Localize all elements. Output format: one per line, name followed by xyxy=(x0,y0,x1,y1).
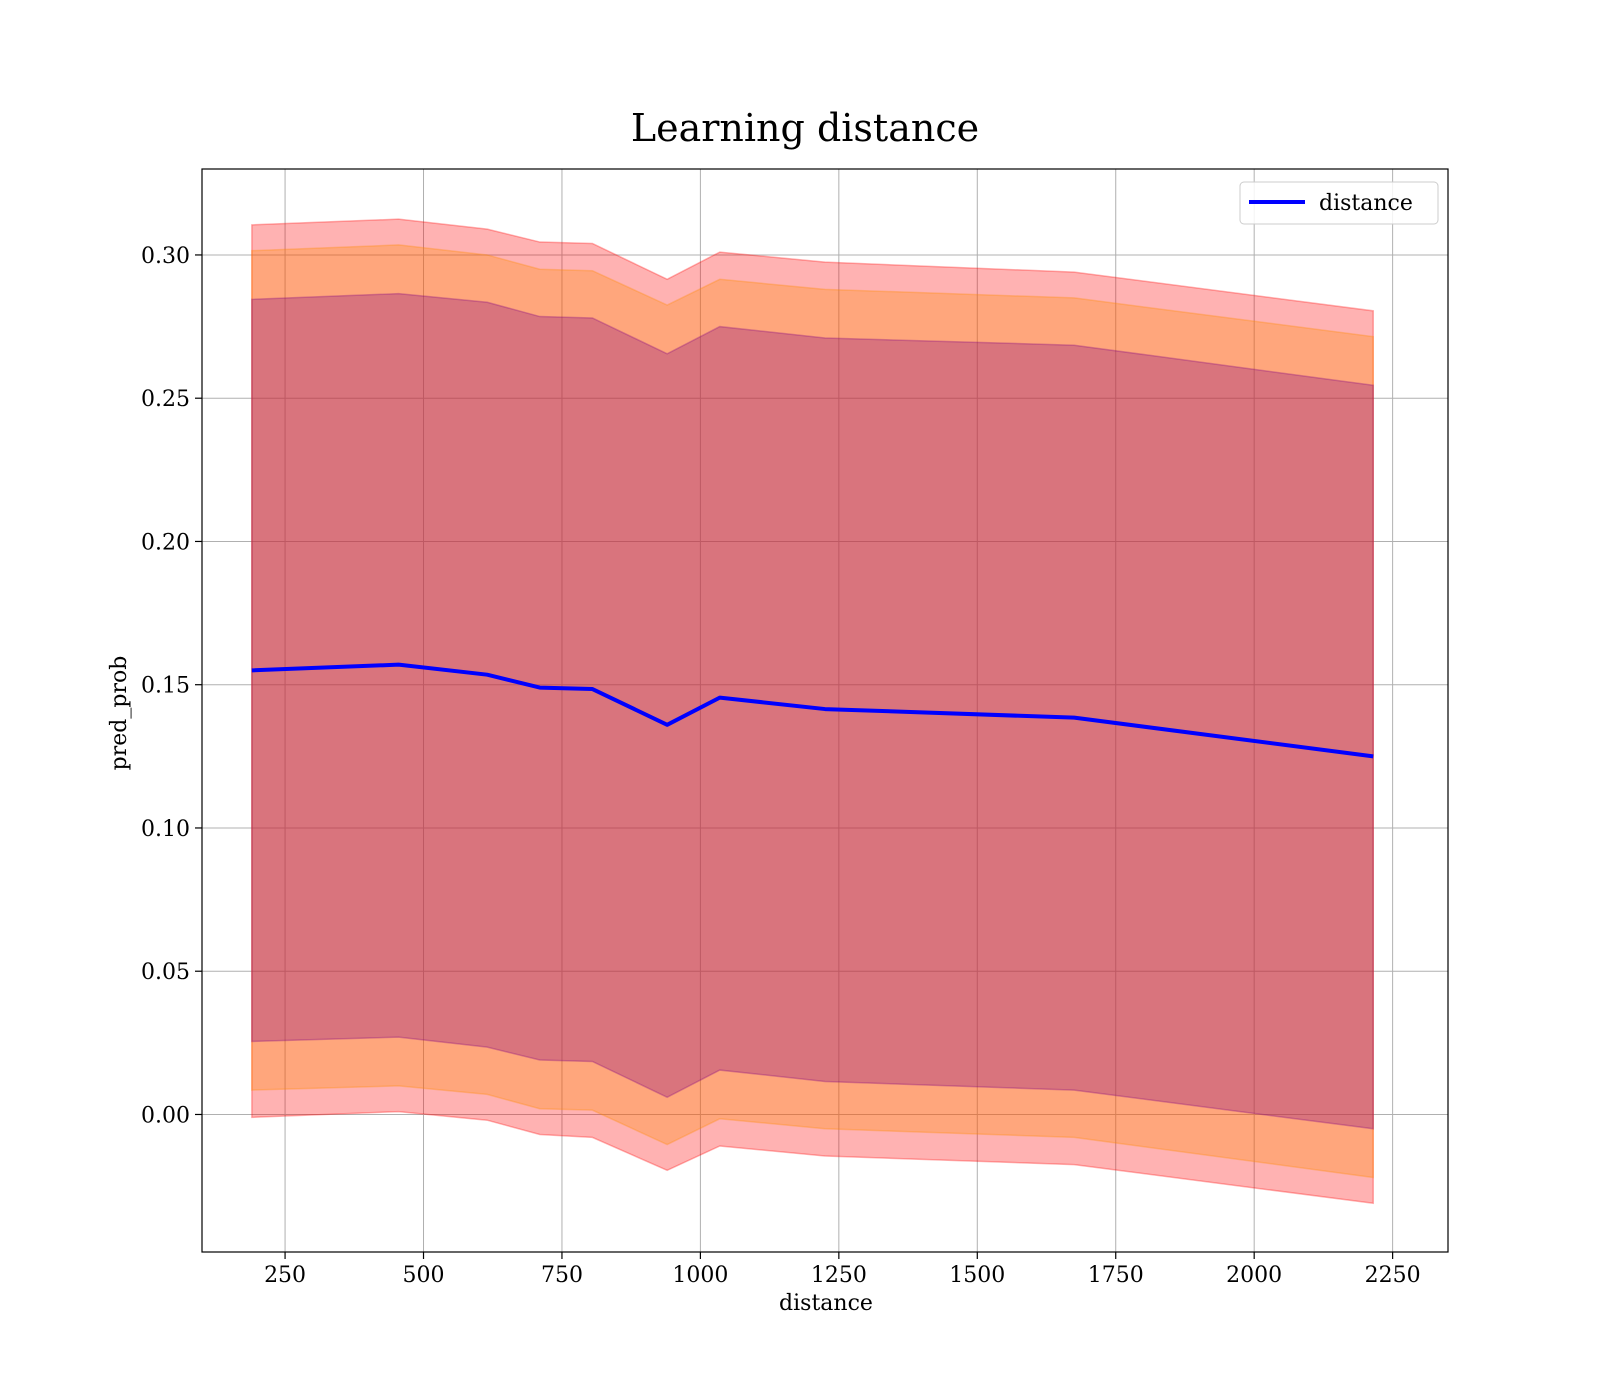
x-tick-label-1: 500 xyxy=(403,1263,445,1288)
x-tick-label-8: 2250 xyxy=(1365,1263,1421,1288)
x-tick-label-6: 1750 xyxy=(1088,1263,1144,1288)
legend-label-distance: distance xyxy=(1319,191,1413,216)
band-outer xyxy=(251,218,1374,1205)
plot-frame xyxy=(201,168,1449,1253)
x-tick-label-3: 1000 xyxy=(672,1263,728,1288)
y-tick-label-5: 0.25 xyxy=(141,387,190,412)
y-tick-label-3: 0.15 xyxy=(141,674,190,699)
x-tick-label-0: 250 xyxy=(264,1263,306,1288)
chart-title: Learning distance xyxy=(631,106,979,150)
y-tick-label-0: 0.00 xyxy=(141,1103,190,1128)
y-tick-label-1: 0.05 xyxy=(141,960,190,985)
band-inner xyxy=(251,292,1374,1130)
x-tick-label-4: 1250 xyxy=(811,1263,867,1288)
x-tick-label-5: 1500 xyxy=(949,1263,1005,1288)
x-tick-label-2: 750 xyxy=(541,1263,583,1288)
x-axis-title: distance xyxy=(779,1291,873,1316)
series-line-distance xyxy=(251,662,1374,759)
band-middle xyxy=(251,244,1374,1179)
x-tick-label-7: 2000 xyxy=(1226,1263,1282,1288)
y-tick-label-6: 0.30 xyxy=(141,244,190,269)
y-tick-label-2: 0.10 xyxy=(141,817,190,842)
y-tick-label-4: 0.20 xyxy=(141,530,190,555)
legend-box xyxy=(1239,181,1439,225)
y-axis-title: pred_prob xyxy=(107,656,132,771)
plot-area: 250 500 750 1000 1250 1500 1750 2000 2250 0.00 0.0… xyxy=(141,168,1449,1288)
legend: distance xyxy=(1239,181,1439,225)
